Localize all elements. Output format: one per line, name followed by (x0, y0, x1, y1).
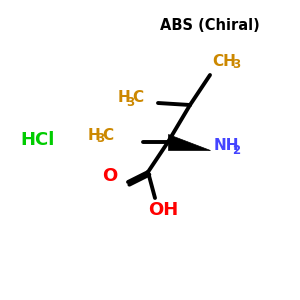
Text: O: O (102, 167, 118, 185)
Text: 2: 2 (232, 143, 240, 157)
Text: CH: CH (212, 53, 236, 68)
Text: H: H (118, 91, 131, 106)
Text: C: C (132, 91, 143, 106)
Text: H: H (88, 128, 101, 142)
Text: C: C (102, 128, 113, 142)
Text: ABS (Chiral): ABS (Chiral) (160, 17, 260, 32)
Text: 3: 3 (96, 133, 104, 146)
Text: NH: NH (214, 139, 239, 154)
Text: HCl: HCl (21, 131, 55, 149)
Text: 3: 3 (232, 58, 240, 70)
Text: 3: 3 (126, 95, 134, 109)
Polygon shape (168, 134, 210, 150)
Text: OH: OH (148, 201, 178, 219)
